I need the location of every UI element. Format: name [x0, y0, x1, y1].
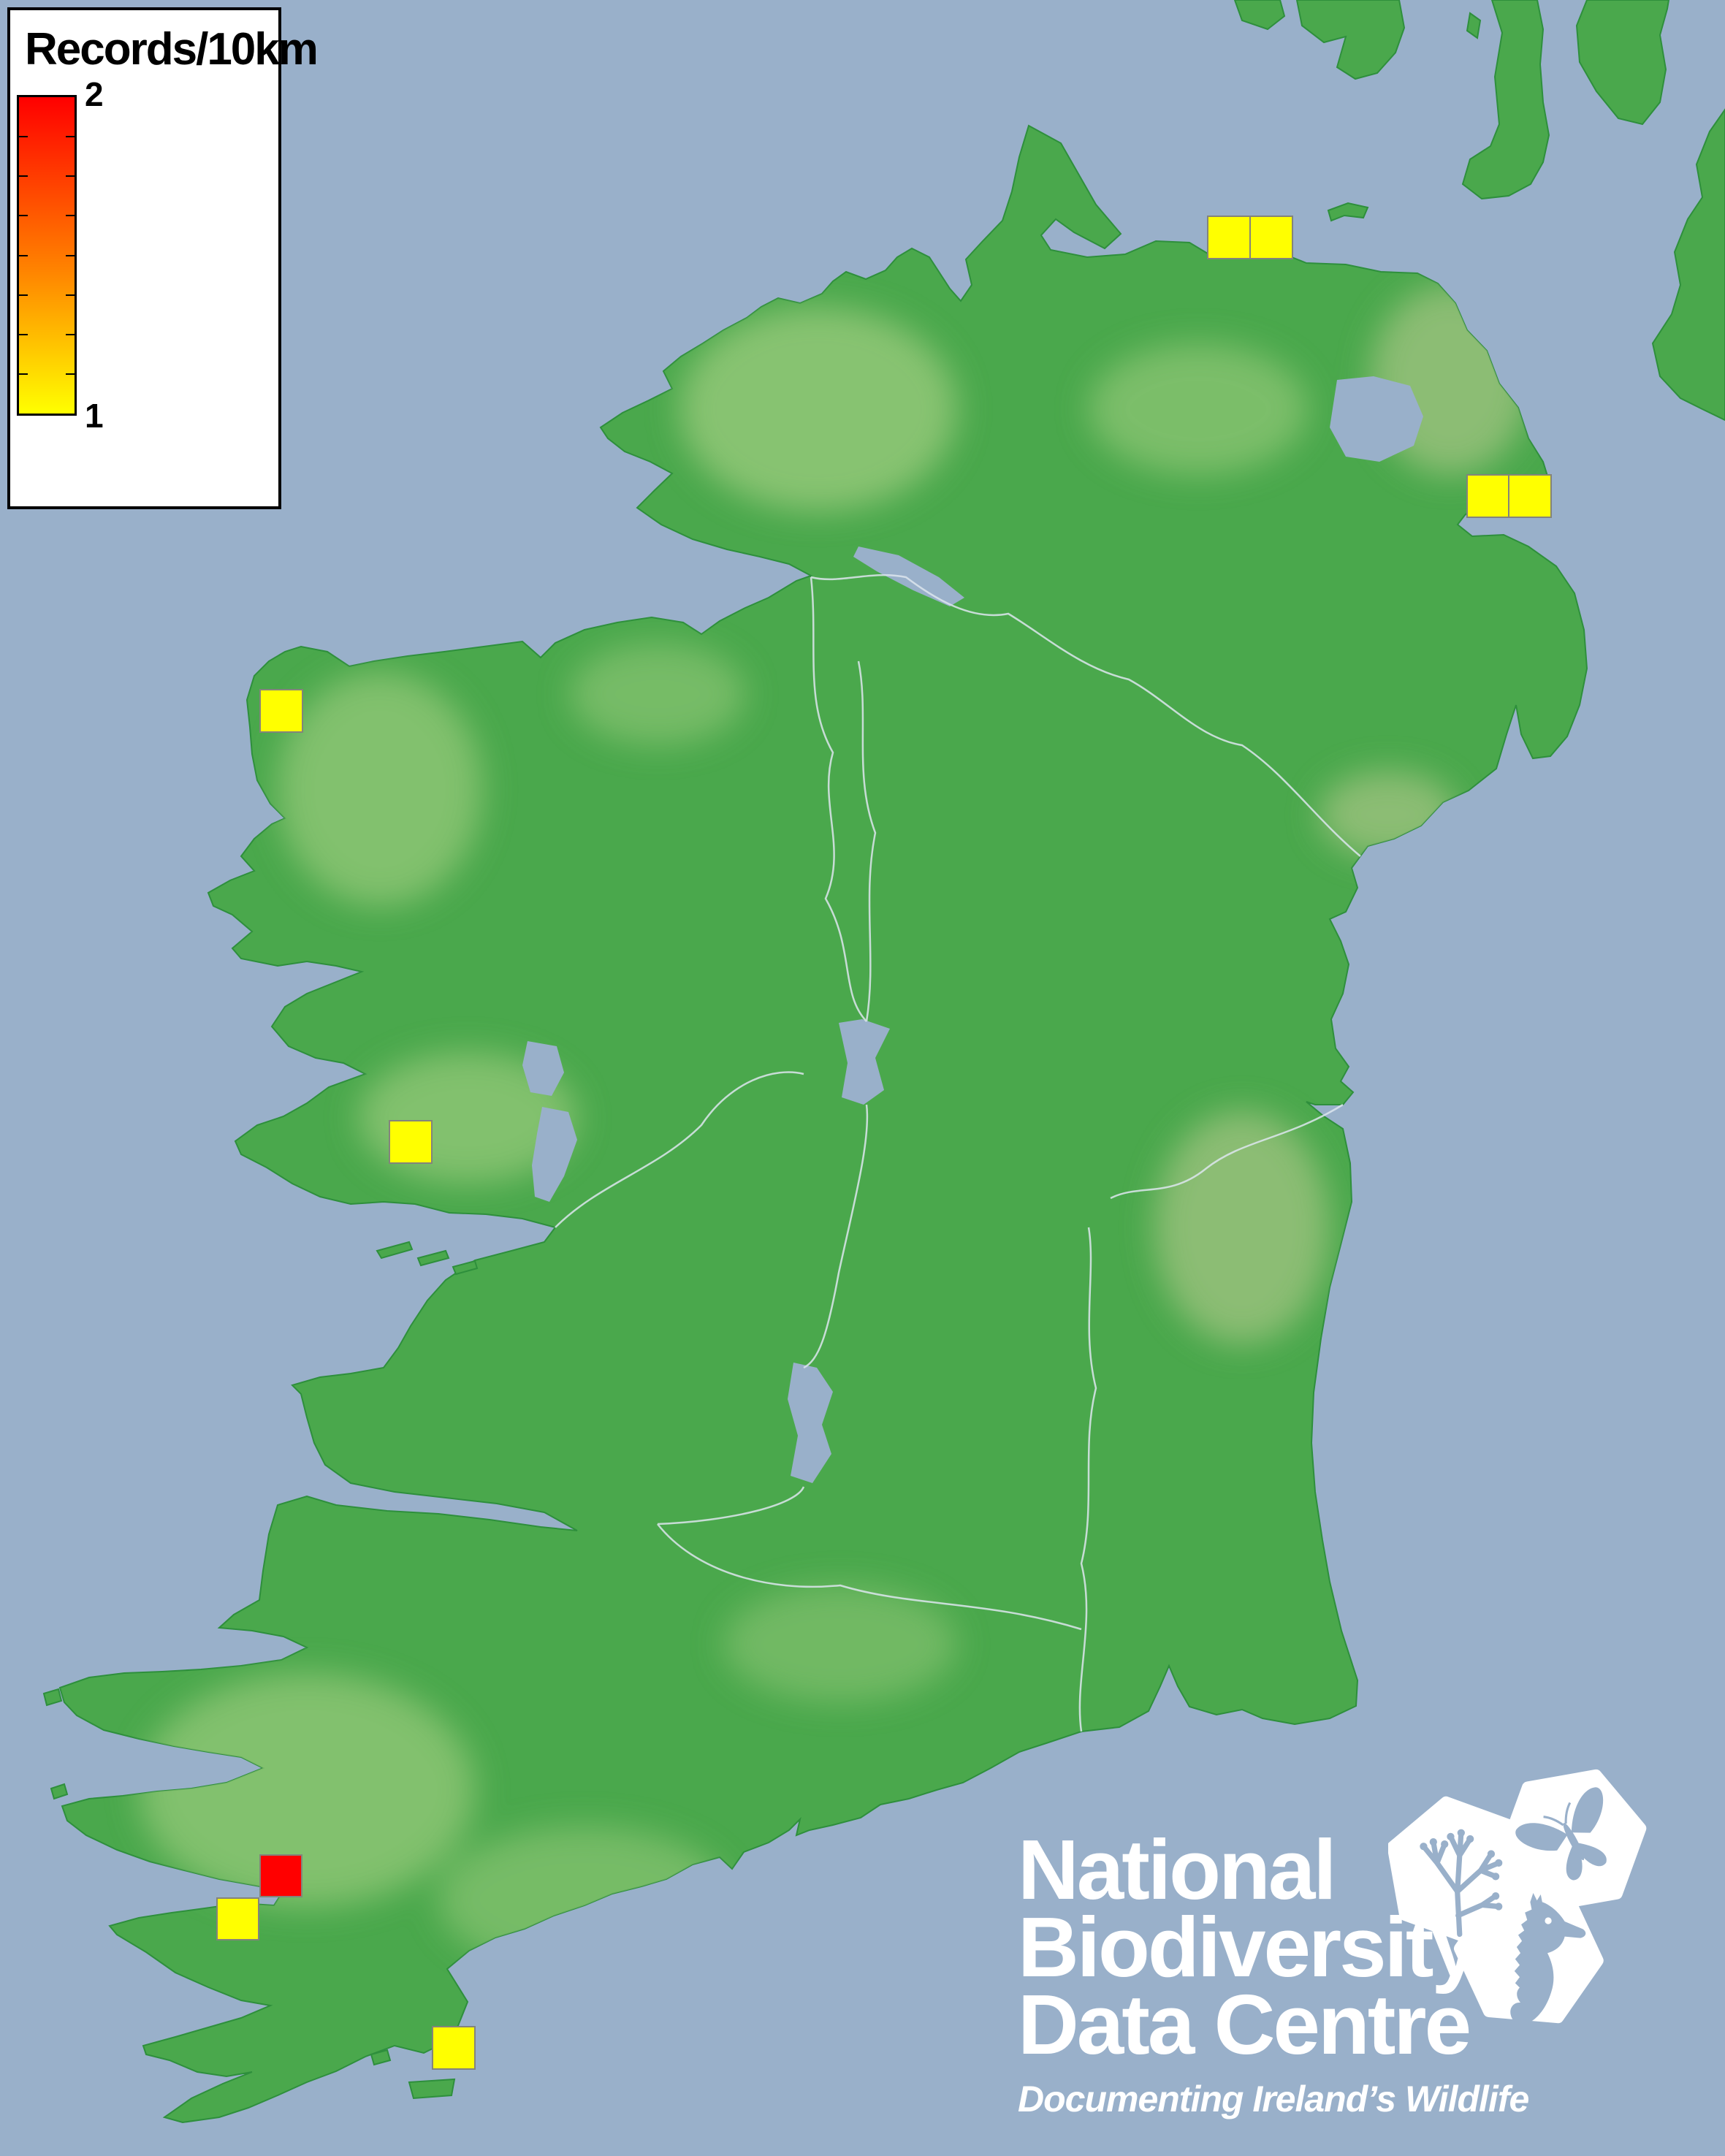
lough-ree	[839, 1019, 890, 1105]
seahorse-silhouette-icon	[1510, 1893, 1586, 2025]
gigha	[1466, 12, 1482, 39]
grid-square[interactable]	[1207, 216, 1251, 259]
grid-square[interactable]	[389, 1120, 433, 1164]
legend-tick	[19, 373, 28, 375]
legend-tick	[19, 294, 28, 296]
legend-tick	[66, 215, 75, 217]
islay-jura	[1233, 0, 1286, 31]
plant-seed-tips	[1420, 1829, 1503, 1911]
legend-tick	[66, 254, 75, 256]
nbdc-logo: National Biodiversity Data Centre Docume…	[1016, 1758, 1717, 2138]
grid-square[interactable]	[216, 1897, 259, 1940]
lough-mask	[522, 1041, 564, 1096]
arran	[1575, 0, 1670, 126]
legend: Records/10km 2 1	[7, 7, 319, 509]
legend-min-value: 1	[85, 397, 104, 435]
galloway-coast	[1651, 108, 1725, 422]
clear-island	[408, 2078, 456, 2100]
logo-line-1: National	[1018, 1822, 1337, 1917]
rathlin-island	[1327, 202, 1369, 222]
legend-tick	[19, 254, 28, 256]
lough-derg	[788, 1363, 833, 1483]
legend-max-value: 2	[85, 75, 104, 113]
grid-square[interactable]	[1508, 474, 1552, 518]
lough-corrib	[532, 1107, 577, 1202]
legend-tick	[66, 333, 75, 335]
lough-neagh	[1330, 376, 1423, 462]
grid-square[interactable]	[259, 1854, 302, 1897]
legend-gradient-bar	[17, 95, 77, 416]
legend-tick	[66, 294, 75, 296]
logo-line-3: Data Centre	[1018, 1977, 1471, 2072]
plant-sprig-icon	[1420, 1830, 1501, 1938]
logo-tagline: Documenting Ireland’s Wildlife	[1018, 2079, 1529, 2119]
neighbouring-coasts	[42, 0, 1725, 2100]
lakes	[522, 376, 1423, 1483]
lough-erne	[853, 546, 964, 606]
legend-tick	[66, 175, 75, 178]
butterfly-silhouette-icon	[1515, 1787, 1607, 1881]
legend-tick	[66, 373, 75, 375]
nbdc-logo-hexagons	[1388, 1769, 1647, 2025]
county-boundaries	[555, 574, 1361, 1732]
legend-tick	[19, 175, 28, 178]
logo-line-2: Biodiversity	[1018, 1900, 1479, 1995]
aran-islands	[376, 1241, 414, 1260]
legend-tick	[19, 333, 28, 335]
grid-square[interactable]	[432, 2026, 476, 2070]
legend-tick	[19, 136, 28, 138]
grid-square[interactable]	[1249, 216, 1293, 259]
legend-tick	[66, 136, 75, 138]
grid-square[interactable]	[259, 689, 303, 733]
kintyre	[1461, 0, 1550, 200]
legend-title: Records/10km	[25, 24, 319, 75]
nbdc-logo-text: National Biodiversity Data Centre Docume…	[1018, 1822, 1529, 2120]
legend-tick	[19, 215, 28, 217]
grid-square[interactable]	[1466, 474, 1510, 518]
